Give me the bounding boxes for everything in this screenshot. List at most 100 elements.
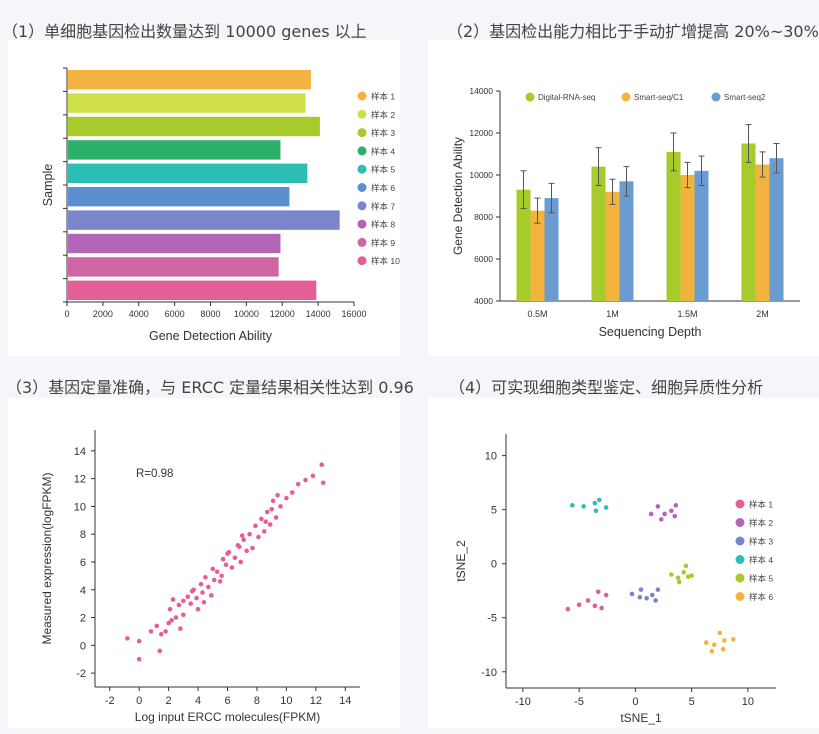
scatter-point [185,594,191,600]
x-axis-label: tSNE_1 [620,711,662,725]
tsne-point-sample-2 [662,511,667,517]
legend-marker-3 [357,128,367,138]
x-tick-label: 0 [64,309,69,319]
y-tick-label: -5 [487,613,497,625]
tsne-point-sample-5 [683,563,689,569]
x-axis-label: Sequencing Depth [599,325,702,339]
tsne-point-sample-1 [565,606,571,612]
bar-1 [68,70,311,90]
tsne-point-sample-6 [717,630,723,636]
panel1-title: （1）单细胞基因检出数量达到 10000 genes 以上 [2,22,367,41]
legend-marker-7 [357,201,367,211]
bar-Digital-RNA-seq-1M [591,166,606,301]
scatter-point [125,636,130,641]
legend-marker-1 [357,91,367,101]
scatter-point [206,584,211,590]
tsne-point-sample-3 [638,587,644,592]
y-tick-label: 8000 [474,212,493,222]
legend-label-4: 样本 4 [371,146,395,156]
scatter-point [229,565,235,570]
y-tick-label: 8 [80,529,86,541]
tsne-point-sample-4 [592,500,598,506]
tsne-point-sample-3 [655,587,661,592]
y-tick-label: 5 [491,505,497,517]
scatter-point [225,551,230,556]
legend-label-9: 样本 9 [371,238,395,248]
tsne-scatter-chart: -10 -5 0 5 10 -10 -5 0 5 10 样本 1 样本 2 样本 3 样本 4 样本 5 样本… [454,434,776,725]
y-tick-label: 4 [80,585,86,597]
panel4-title: （4）可实现细胞类型鉴定、细胞异质性分析 [449,378,764,397]
x-tick-label: 1M [606,309,619,319]
y-tick-label: 6000 [474,254,493,264]
y-tick-label: -2 [76,668,86,680]
panel2: 4000 6000 8000 10000 12000 14000 0.5M 1M 1.5M 2M S… [428,40,819,356]
scatter-point [189,588,195,594]
scatter-point [169,618,174,623]
tsne-point-sample-5 [675,575,681,581]
tsne-point-sample-1 [592,603,598,609]
x-tick-label: 4000 [129,309,149,319]
scatter-point [181,598,186,604]
legend-label-3: 样本 3 [371,128,395,138]
scatter-point [270,498,276,504]
y-tick-label: 14 [74,446,86,458]
scatter-point [278,504,283,509]
bar-Smart-seq2-2M [769,158,784,301]
y-tick-label: 0 [80,640,86,652]
legend-label-5: 样本 5 [749,574,773,584]
x-tick-label: 2M [756,309,769,319]
scatter-point [188,601,193,606]
y-tick-label: 10000 [469,170,493,180]
legend-label-10: 样本 10 [371,256,400,266]
legend-marker-5 [357,164,367,174]
bar-Smart-seq/C1-2M [755,164,770,301]
x-tick-label: 0.5M [527,309,547,319]
x-tick-label: 0 [136,695,142,707]
x-tick-label: 16000 [341,309,366,319]
legend-marker-9 [357,237,367,247]
tsne-point-sample-6 [703,640,709,645]
bar-3 [68,116,320,137]
scatter-point [157,648,163,654]
scatter-point [289,490,295,495]
legend-marker-1 [525,92,535,102]
legend-label-3: Smart-seq2 [724,93,766,102]
scatter-point [154,623,160,629]
correlation-annotation: R=0.98 [136,468,173,480]
legend-marker-1 [735,499,745,509]
bar-5 [68,163,308,183]
scatter-point [264,509,270,515]
scatter-point [198,581,204,587]
panel3-title: （3）基因定量准确，与 ERCC 定量结果相关性达到 0.96 [6,378,414,397]
x-tick-label: -5 [574,696,584,708]
ercc-scatter-chart: -2 0 2 4 6 8 10 12 14 -2 0 2 4 6 8 10 12 14 R=0.98 Log inpu… [40,430,360,724]
y-axis-label: Measured expression(logFPKM) [40,472,54,644]
tsne-point-sample-1 [599,605,604,611]
legend-label-6: 样本 6 [749,592,773,602]
x-tick-label: 2 [166,695,172,707]
tsne-point-sample-3 [644,595,649,601]
tsne-point-sample-2 [669,508,674,514]
scatter-point [201,599,207,605]
scatter-point [232,555,238,561]
y-tick-label: 0 [491,559,497,571]
tsne-point-sample-2 [672,513,678,519]
scatter-point [176,602,182,608]
legend-marker-4 [357,146,367,156]
tsne-point-sample-5 [669,572,674,577]
tsne-point-sample-4 [570,503,575,508]
scatter-point [203,574,208,580]
scatter-point [239,533,245,538]
tsne-point-sample-4 [593,508,599,514]
scatter-point [273,515,279,520]
scatter-point [269,506,274,512]
horizontal-bar-chart: 0 2000 4000 6000 8000 10000 12000 14000 16000 Gen… [41,67,400,343]
y-tick-label: 2 [80,613,86,625]
legend-label-7: 样本 7 [371,201,395,211]
bar-8 [68,233,281,254]
tsne-point-sample-6 [721,638,727,643]
legend-label-2: Smart-seq/C1 [634,93,684,102]
panel3: -2 0 2 4 6 8 10 12 14 -2 0 2 4 6 8 10 12 14 R=0.98 Log inpu… [8,398,400,728]
bar-7 [68,210,340,230]
y-tick-label: 6 [80,557,86,569]
